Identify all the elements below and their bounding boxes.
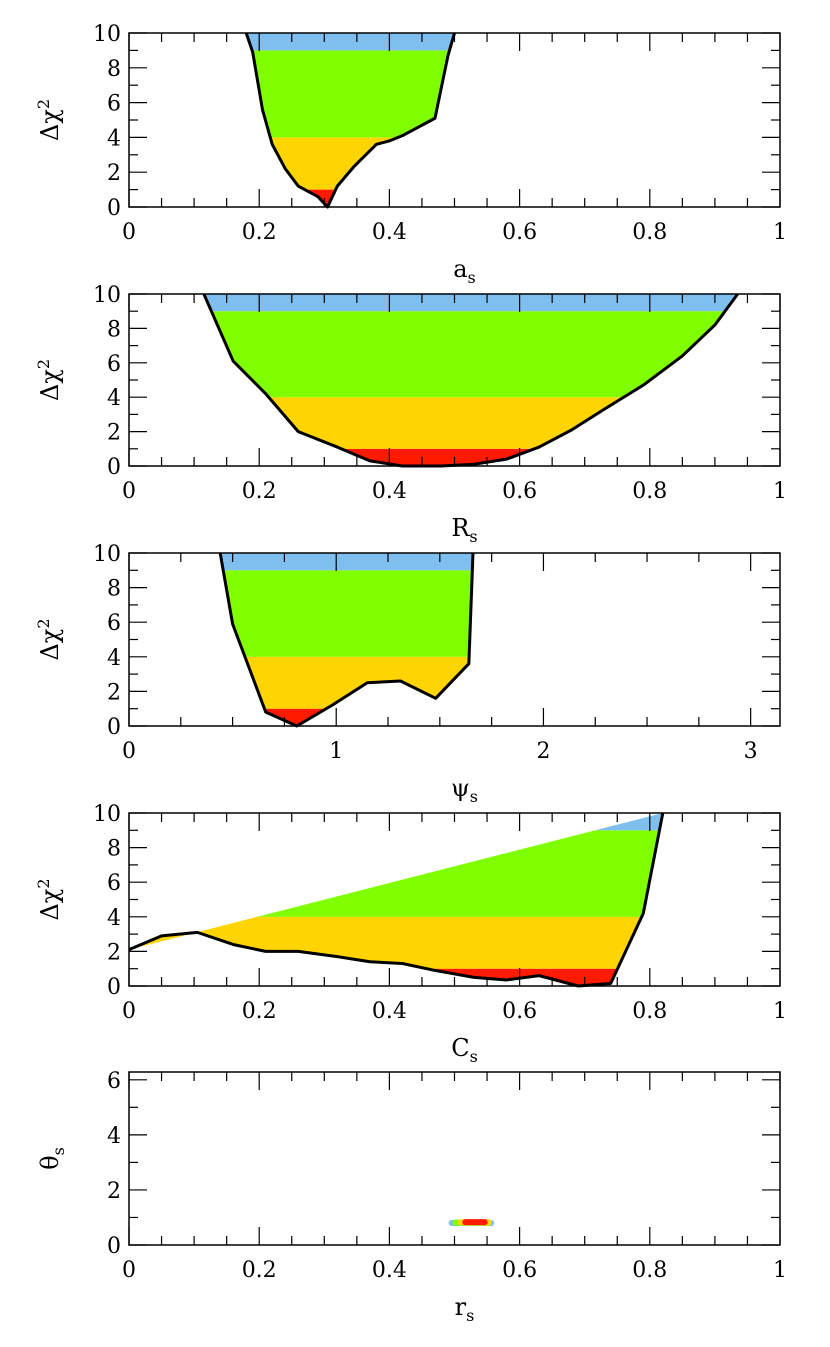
y-tick-label: 0	[107, 455, 121, 480]
ticks	[128, 32, 781, 208]
band-1-4	[220, 656, 473, 709]
ticks	[128, 293, 781, 467]
y-axis-label: θs	[36, 1147, 68, 1170]
band-9-10	[203, 294, 738, 312]
x-tick-label: 0	[122, 999, 136, 1024]
axis-frame	[128, 1071, 781, 1246]
band-4-9	[246, 50, 455, 138]
panel-5: 0 0.2 0.4 0.6 0.8 1 0 2 4 6 rs θs	[36, 1069, 787, 1325]
y-tick-label: 10	[93, 22, 121, 47]
x-tick-label: 1	[773, 999, 787, 1024]
y-tick-label: 6	[107, 1069, 121, 1094]
band-4-9	[129, 830, 663, 917]
scatter-points	[448, 1219, 495, 1227]
x-axis-label: as	[453, 255, 476, 287]
x-tick-label: 0.4	[372, 1258, 407, 1283]
y-tick-label: 6	[107, 871, 121, 896]
y-tick-label: 2	[107, 1179, 121, 1204]
y-tick-label: 0	[107, 1234, 121, 1259]
x-tick-label: 0.8	[632, 1258, 667, 1283]
y-tick-label: 2	[107, 940, 121, 965]
y-tick-label: 8	[107, 577, 121, 602]
y-tick-label: 4	[107, 126, 121, 151]
axis-frame	[128, 32, 781, 208]
band-1-4	[246, 137, 455, 190]
x-tick-label: 0	[122, 479, 136, 504]
chi2-curve	[128, 812, 665, 988]
x-tick-label: 0.6	[502, 1258, 537, 1283]
x-tick-label: 1	[773, 220, 787, 245]
x-tick-label: 2	[536, 739, 550, 764]
ticks	[128, 812, 781, 987]
y-tick-label: 0	[107, 196, 121, 221]
x-tick-label: 0.6	[502, 220, 537, 245]
x-tick-label: 1	[773, 1258, 787, 1283]
x-tick-label: 0	[122, 1258, 136, 1283]
confidence-bands	[220, 553, 473, 726]
y-tick-label: 6	[107, 611, 121, 636]
x-tick-label: 0.8	[632, 999, 667, 1024]
confidence-bands	[203, 294, 738, 466]
y-tick-label: 10	[93, 283, 121, 308]
y-tick-label: 0	[107, 715, 121, 740]
y-tick-label: 10	[93, 542, 121, 567]
x-tick-label: 0.2	[242, 999, 277, 1024]
x-tick-label: 0.8	[632, 220, 667, 245]
y-axis-label: Δχ2	[34, 618, 64, 660]
chi2-curve	[218, 552, 475, 728]
x-axis-label: Rs	[451, 514, 477, 546]
cluster-0-1	[462, 1219, 488, 1226]
y-tick-label: 2	[107, 680, 121, 705]
panel-3: 0 1 2 3 0 2 4 6 8 10 ψs Δχ2	[34, 542, 781, 806]
x-tick-label: 0	[122, 220, 136, 245]
y-tick-label: 8	[107, 57, 121, 82]
y-tick-label: 10	[93, 802, 121, 827]
y-tick-label: 4	[107, 386, 121, 411]
y-tick-label: 0	[107, 975, 121, 1000]
x-tick-label: 0.8	[632, 479, 667, 504]
confidence-bands	[129, 813, 663, 986]
band-9-10	[246, 33, 455, 51]
band-9-10	[220, 553, 473, 571]
x-tick-label: 3	[744, 739, 758, 764]
y-axis-label: Δχ2	[34, 99, 64, 141]
x-tick-label: 0.4	[372, 999, 407, 1024]
band-0-1	[220, 708, 473, 726]
x-tick-label: 0.2	[242, 1258, 277, 1283]
y-axis-label: Δχ2	[34, 878, 64, 920]
y-tick-label: 6	[107, 352, 121, 377]
y-tick-label: 6	[107, 92, 121, 117]
x-axis-label: ψs	[451, 774, 478, 806]
chi2-curve	[244, 32, 456, 209]
confidence-bands	[246, 33, 455, 207]
y-tick-label: 2	[107, 161, 121, 186]
y-tick-label: 4	[107, 1124, 121, 1149]
band-1-4	[203, 397, 738, 449]
ticks	[128, 1072, 781, 1246]
x-tick-label: 0.2	[242, 220, 277, 245]
y-axis-label: Δχ2	[34, 359, 64, 401]
y-tick-label: 8	[107, 837, 121, 862]
y-tick-label: 8	[107, 317, 121, 342]
ticks	[128, 552, 780, 727]
y-tick-label: 4	[107, 906, 121, 931]
band-4-9	[220, 570, 473, 657]
y-tick-label: 2	[107, 421, 121, 446]
x-tick-label: 0	[122, 739, 136, 764]
x-tick-label: 1	[773, 479, 787, 504]
x-tick-label: 0.6	[502, 999, 537, 1024]
x-tick-label: 0.2	[242, 479, 277, 504]
chi2-curve	[202, 293, 739, 468]
x-tick-label: 0.4	[372, 479, 407, 504]
x-tick-label: 0.6	[502, 479, 537, 504]
x-axis-label: Cs	[451, 1034, 478, 1066]
y-tick-label: 4	[107, 646, 121, 671]
x-tick-label: 0.4	[372, 220, 407, 245]
x-tick-label: 1	[329, 739, 343, 764]
x-axis-label: rs	[455, 1293, 475, 1325]
